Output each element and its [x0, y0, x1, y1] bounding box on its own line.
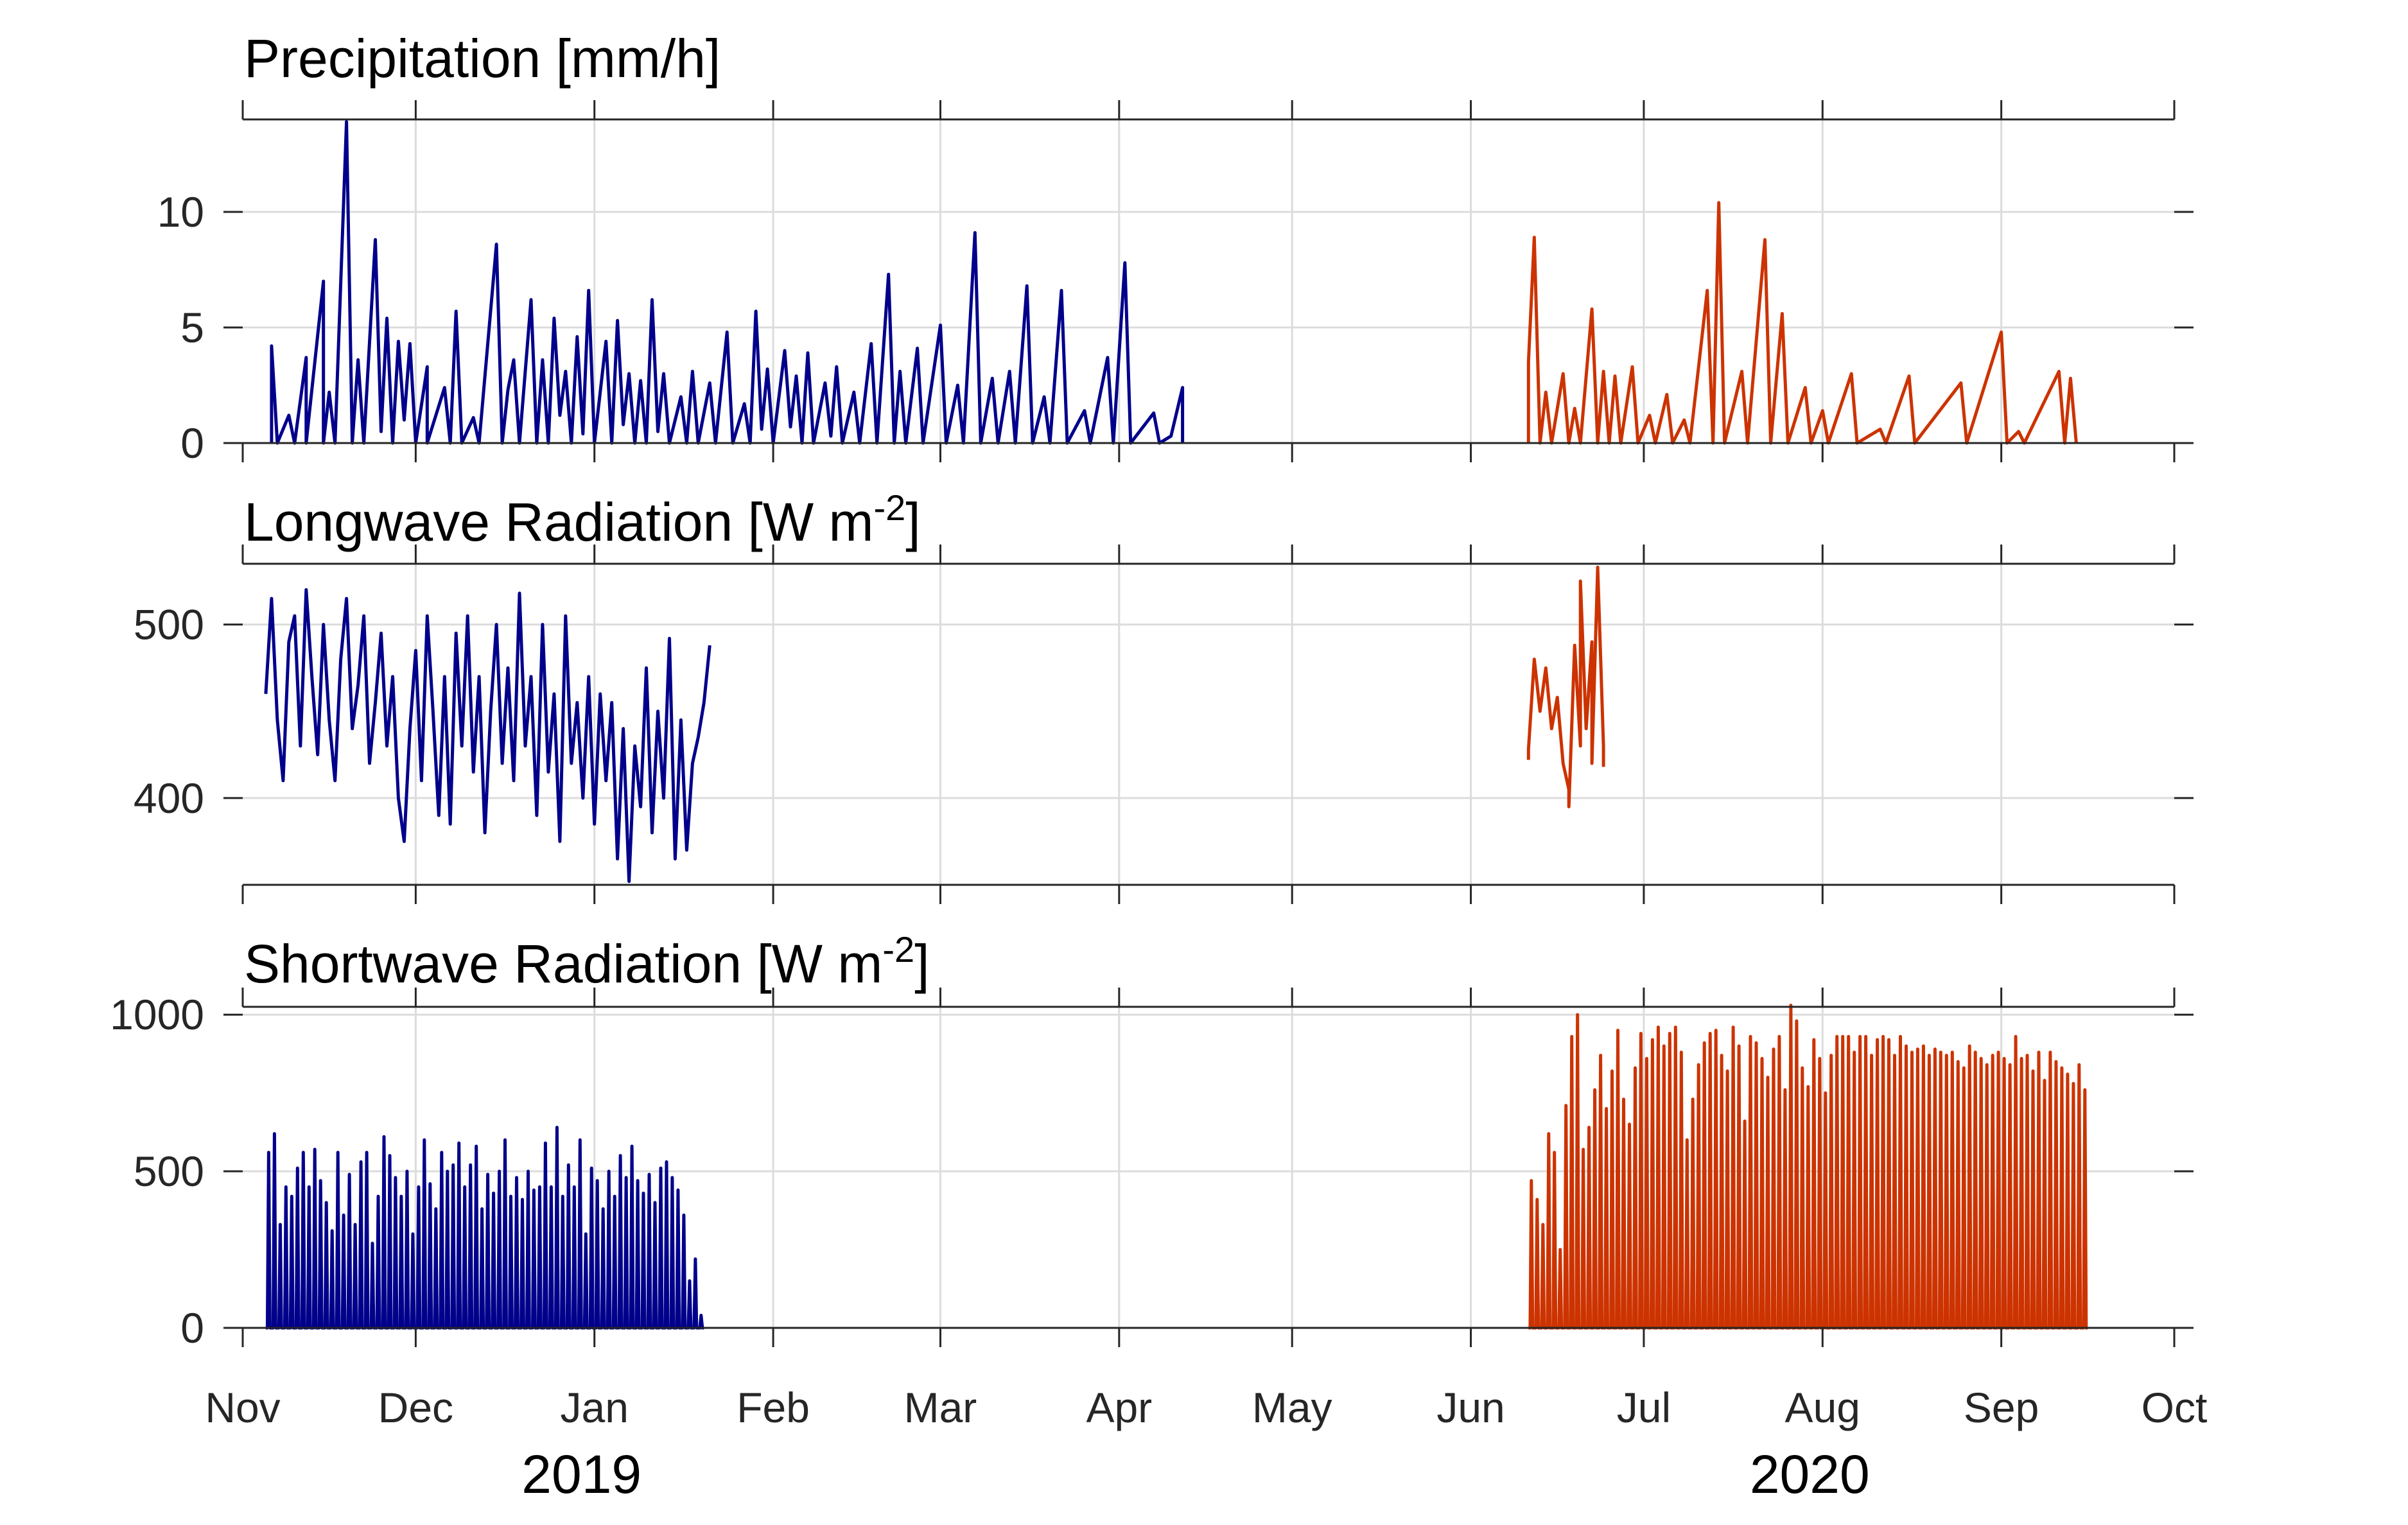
title-text: Longwave Radiation [W m: [244, 492, 873, 552]
y-tick-label: 5: [180, 304, 204, 351]
shortwave-panel: Shortwave Radiation [W m-2] 0 500 1000: [110, 929, 2194, 1352]
x-tick-label: Jun: [1436, 1384, 1505, 1431]
year-labels: 2019 2020: [521, 1444, 1869, 1504]
longwave-series: [264, 565, 1605, 884]
x-tick-label: Apr: [1086, 1384, 1152, 1431]
x-tick-label: Oct: [2142, 1384, 2208, 1431]
shortwave-title: Shortwave Radiation [W m-2]: [244, 929, 930, 994]
precipitation-y-ticks: 0 5 10: [157, 188, 2194, 467]
x-tick-label: Jan: [561, 1384, 629, 1431]
title-suffix: ]: [905, 492, 920, 552]
y-tick-label: 0: [180, 1304, 204, 1352]
longwave-y-ticks: 400 500: [134, 601, 2194, 822]
shortwave-axes: [241, 988, 2176, 1347]
x-tick-label: Dec: [378, 1384, 453, 1431]
y-tick-label: 400: [134, 774, 204, 822]
precipitation-panel: Precipitation [mm/h] 0 5 10: [157, 28, 2194, 467]
precipitation-grid: [243, 119, 2174, 443]
precipitation-title: Precipitation [mm/h]: [244, 28, 720, 89]
title-text: Precipitation [mm/h]: [244, 28, 720, 89]
x-tick-label: Feb: [737, 1384, 810, 1431]
y-tick-label: 1000: [110, 991, 204, 1038]
x-tick-label: Sep: [1964, 1384, 2039, 1431]
longwave-title: Longwave Radiation [W m-2]: [244, 487, 921, 552]
title-superscript: -2: [882, 929, 914, 970]
y-tick-label: 500: [134, 1147, 204, 1195]
series-line-winter: [264, 588, 711, 884]
year-label: 2019: [521, 1444, 641, 1504]
x-tick-label: Mar: [904, 1384, 977, 1431]
title-suffix: ]: [914, 934, 929, 994]
series-line-summer: [1526, 201, 2078, 445]
longwave-panel: Longwave Radiation [W m-2] 400 500: [134, 487, 2194, 904]
title-superscript: -2: [873, 487, 905, 528]
y-tick-label: 0: [180, 419, 204, 467]
x-tick-label: Jul: [1617, 1384, 1671, 1431]
year-label: 2020: [1750, 1444, 1870, 1504]
shortwave-y-ticks: 0 500 1000: [110, 991, 2194, 1352]
y-tick-label: 500: [134, 601, 204, 649]
title-text: Shortwave Radiation [W m: [244, 934, 882, 994]
month-tick-labels: Nov Dec Jan Feb Mar Apr May Jun Jul Aug Sep Oct: [205, 1384, 2207, 1431]
y-tick-label: 10: [157, 188, 204, 236]
x-tick-label: Aug: [1785, 1384, 1860, 1431]
longwave-axes: [241, 545, 2176, 904]
series-line-summer: [1526, 565, 1605, 808]
x-tick-label: May: [1252, 1384, 1332, 1431]
precipitation-axes: [241, 100, 2176, 462]
x-tick-label: Nov: [205, 1384, 280, 1431]
